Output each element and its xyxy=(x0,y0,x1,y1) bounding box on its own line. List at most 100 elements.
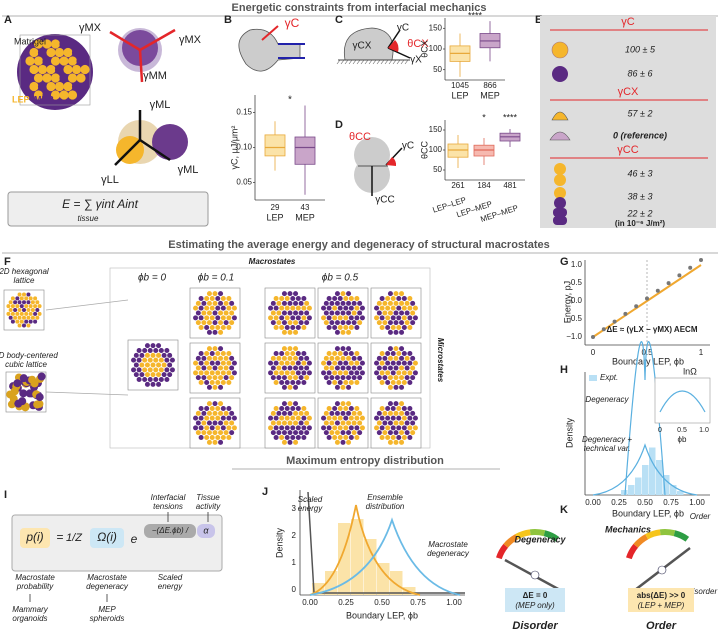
lattice-cell xyxy=(293,401,299,407)
lattice-cell xyxy=(209,380,215,385)
lattice-cell xyxy=(379,360,385,366)
lattice-cell xyxy=(399,346,405,352)
equation-term: α xyxy=(203,525,209,535)
lattice-cell xyxy=(354,425,360,431)
lattice-cell xyxy=(393,375,399,381)
force-arrow xyxy=(138,49,144,83)
lattice-cell xyxy=(10,296,15,301)
hatch xyxy=(364,59,369,65)
lattice-cell xyxy=(359,425,365,431)
lattice-cell xyxy=(301,425,307,431)
count: 43 xyxy=(301,203,310,212)
lattice-cell xyxy=(26,300,31,305)
lattice-cell xyxy=(337,406,343,411)
cell-sketch xyxy=(152,124,188,160)
lattice-cell xyxy=(399,300,405,306)
lattice-cell xyxy=(382,375,388,381)
lattice-cell xyxy=(279,325,285,330)
histogram-bar xyxy=(642,465,649,495)
cell xyxy=(29,47,39,58)
condition-text: ΔE = 0 xyxy=(523,591,548,600)
lattice-cell xyxy=(410,365,416,371)
energy-point xyxy=(591,335,595,339)
lattice-cell xyxy=(304,320,310,326)
lattice-cell xyxy=(220,360,226,366)
cell-icon xyxy=(551,41,569,59)
lattice-cell xyxy=(348,351,354,356)
hatch xyxy=(396,59,401,65)
lattice-cell xyxy=(212,329,218,335)
lattice-cell xyxy=(351,365,357,371)
lattice-cell xyxy=(346,291,352,297)
lattice-cell xyxy=(340,320,346,326)
lattice-cell xyxy=(390,296,396,301)
lattice-cell xyxy=(385,315,391,321)
lattice-cell xyxy=(332,380,338,385)
lattice-cell xyxy=(231,360,237,366)
lattice-cell xyxy=(337,305,343,311)
lattice-cell xyxy=(393,355,399,361)
lattice-cell xyxy=(35,300,40,305)
lattice-cell xyxy=(323,430,329,436)
lattice-cell xyxy=(212,300,218,306)
ensemble-curve xyxy=(309,504,421,596)
significance: * xyxy=(288,95,292,106)
x-tick-label: 0.75 xyxy=(410,598,426,607)
lattice-cell xyxy=(323,300,329,306)
lattice-cell xyxy=(209,305,215,311)
lattice-cell xyxy=(156,362,162,368)
lattice-cell xyxy=(15,304,20,309)
lattice-cell xyxy=(357,430,363,436)
lattice-cell xyxy=(298,375,304,381)
lattice-cell xyxy=(279,360,285,366)
lattice-cell xyxy=(209,435,215,440)
lattice-cell xyxy=(329,365,335,371)
annotation: Tissue xyxy=(196,493,220,502)
lattice-cell xyxy=(298,410,304,416)
lattice-cell xyxy=(401,425,407,431)
annotation: activity xyxy=(196,502,221,511)
lattice-cell xyxy=(407,325,413,330)
lattice-cell xyxy=(404,410,410,416)
lattice-cell xyxy=(348,305,354,311)
lattice-cell xyxy=(279,351,285,356)
lattice-cell xyxy=(212,346,218,352)
lattice-cell xyxy=(270,420,276,426)
lattice-cell xyxy=(290,351,296,356)
annotation: Macrostate xyxy=(15,573,55,582)
box xyxy=(294,136,316,165)
lattice-cell xyxy=(229,300,235,306)
lattice-cell xyxy=(376,365,382,371)
lattice-cell xyxy=(301,305,307,311)
lattice-cell xyxy=(206,300,212,306)
lattice-cell xyxy=(201,410,207,416)
cell-icon xyxy=(549,131,571,141)
condition-text: abs(ΔE) >> 0 xyxy=(637,591,686,600)
cell xyxy=(63,81,73,92)
lattice-cell xyxy=(167,372,173,378)
significance: **** xyxy=(503,112,518,122)
histogram-bar xyxy=(663,475,670,495)
lattice-cell xyxy=(195,365,201,371)
lattice-cell xyxy=(204,406,210,411)
lattice-cell xyxy=(201,355,207,361)
lattice-cell xyxy=(293,410,299,416)
lattice-cell xyxy=(147,367,153,373)
lattice-cell xyxy=(273,315,279,321)
lattice-cell xyxy=(220,370,226,376)
annotation: energy xyxy=(158,582,183,591)
x-tick-label: 0.00 xyxy=(585,498,601,507)
lattice-cell xyxy=(346,420,352,426)
lattice-cell xyxy=(198,435,204,440)
lattice-cell xyxy=(198,425,204,431)
equation-subscript: tissue xyxy=(78,214,99,223)
lattice-cell xyxy=(357,365,363,371)
lattice-cell xyxy=(399,384,405,390)
lattice-cell xyxy=(348,315,354,321)
lattice-cell xyxy=(332,435,338,440)
cell xyxy=(42,90,52,100)
lattice-cell xyxy=(201,430,207,436)
lattice-cell xyxy=(376,430,382,436)
lattice-cell xyxy=(337,370,343,376)
lattice-cell xyxy=(343,425,349,431)
